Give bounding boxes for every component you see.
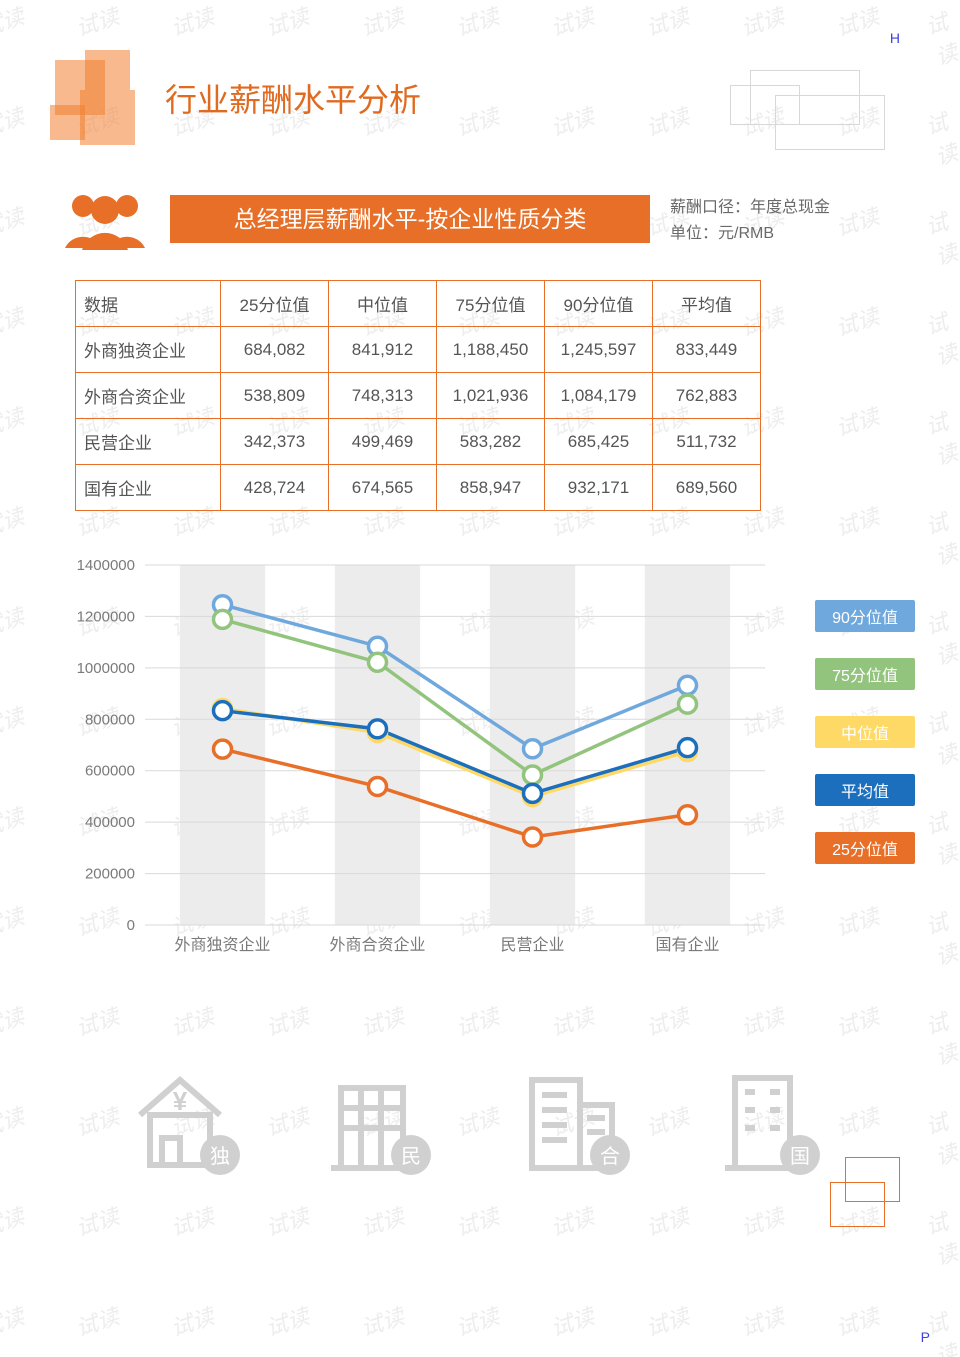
row-label: 国有企业: [76, 465, 221, 511]
tower-icon: 国: [700, 1060, 840, 1180]
table-cell: 932,171: [545, 465, 653, 511]
table-cell: 858,947: [437, 465, 545, 511]
top-right-boxes-icon: [730, 70, 890, 170]
svg-text:1400000: 1400000: [77, 557, 135, 574]
svg-text:民营企业: 民营企业: [500, 936, 564, 954]
table-cell: 1,084,179: [545, 373, 653, 419]
table-header: 75分位值: [437, 281, 545, 327]
legend-item: 90分位值: [815, 600, 915, 632]
svg-text:国有企业: 国有企业: [655, 936, 719, 954]
table-row: 国有企业428,724674,565858,947932,171689,560: [76, 465, 761, 511]
svg-text:600000: 600000: [85, 763, 135, 780]
table-cell: 762,883: [653, 373, 761, 419]
table-cell: 689,560: [653, 465, 761, 511]
legend-item: 中位值: [815, 716, 915, 748]
table-cell: 538,809: [221, 373, 329, 419]
svg-text:800000: 800000: [85, 711, 135, 728]
subtitle-row: 总经理层薪酬水平-按企业性质分类 薪酬口径：年度总现金 单位：元/RMB: [50, 195, 910, 255]
table-cell: 1,188,450: [437, 327, 545, 373]
legend-item: 75分位值: [815, 658, 915, 690]
office-icon: 合: [507, 1060, 647, 1180]
svg-text:¥: ¥: [173, 1086, 188, 1116]
table-cell: 499,469: [329, 419, 437, 465]
people-group-icon: [60, 190, 150, 250]
table-cell: 748,313: [329, 373, 437, 419]
footer-icon-row: ¥独民合国: [120, 1050, 840, 1180]
table-row: 外商独资企业684,082841,9121,188,4501,245,59783…: [76, 327, 761, 373]
table-header: 25分位值: [221, 281, 329, 327]
table-cell: 674,565: [329, 465, 437, 511]
page-title: 行业薪酬水平分析: [165, 75, 421, 121]
house-yen-icon: ¥独: [120, 1060, 260, 1180]
bottom-right-boxes-icon: [830, 1157, 910, 1237]
svg-text:0: 0: [127, 917, 135, 934]
svg-text:合: 合: [600, 1145, 620, 1168]
table-cell: 342,373: [221, 419, 329, 465]
salary-table: 数据25分位值中位值75分位值90分位值平均值 外商独资企业684,082841…: [75, 280, 761, 511]
table-header: 平均值: [653, 281, 761, 327]
row-label: 外商独资企业: [76, 327, 221, 373]
svg-text:1000000: 1000000: [77, 660, 135, 677]
table-cell: 428,724: [221, 465, 329, 511]
row-label: 民营企业: [76, 419, 221, 465]
svg-text:1200000: 1200000: [77, 608, 135, 625]
table-row: 外商合资企业538,809748,3131,021,9361,084,17976…: [76, 373, 761, 419]
subtitle-banner: 总经理层薪酬水平-按企业性质分类: [170, 195, 650, 243]
title-decor-squares: [50, 50, 160, 160]
svg-text:国: 国: [790, 1146, 810, 1168]
svg-text:外商合资企业: 外商合资企业: [329, 936, 425, 954]
legend-item: 25分位值: [815, 832, 915, 864]
chart-svg: 0 200000 400000 600000 800000 1000000 1200000 1…: [55, 545, 785, 975]
table-cell: 1,021,936: [437, 373, 545, 419]
meta-line-2: 单位：元/RMB: [670, 221, 830, 247]
table-header: 中位值: [329, 281, 437, 327]
table-cell: 685,425: [545, 419, 653, 465]
svg-text:民: 民: [401, 1146, 421, 1168]
page-marker-bottom: P: [921, 1329, 930, 1345]
table-header: 数据: [76, 281, 221, 327]
table-cell: 511,732: [653, 419, 761, 465]
subtitle-meta: 薪酬口径：年度总现金 单位：元/RMB: [670, 195, 830, 246]
svg-text:外商独资企业: 外商独资企业: [174, 936, 270, 954]
chart-legend: 90分位值 75分位值中位值平均值 25分位值: [815, 600, 915, 890]
page-header: 行业薪酬水平分析: [50, 50, 910, 180]
meta-line-1: 薪酬口径：年度总现金: [670, 195, 830, 221]
svg-text:200000: 200000: [85, 866, 135, 883]
legend-item: 平均值: [815, 774, 915, 806]
table-cell: 583,282: [437, 419, 545, 465]
row-label: 外商合资企业: [76, 373, 221, 419]
table-row: 民营企业342,373499,469583,282685,425511,732: [76, 419, 761, 465]
table-cell: 833,449: [653, 327, 761, 373]
salary-line-chart: 0 200000 400000 600000 800000 1000000 1200000 1…: [55, 545, 905, 1015]
svg-text:独: 独: [210, 1145, 230, 1168]
svg-text:400000: 400000: [85, 814, 135, 831]
table-cell: 841,912: [329, 327, 437, 373]
page-marker-top: H: [890, 30, 900, 46]
table-header: 90分位值: [545, 281, 653, 327]
building-min-icon: 民: [313, 1060, 453, 1180]
table-cell: 684,082: [221, 327, 329, 373]
table-cell: 1,245,597: [545, 327, 653, 373]
